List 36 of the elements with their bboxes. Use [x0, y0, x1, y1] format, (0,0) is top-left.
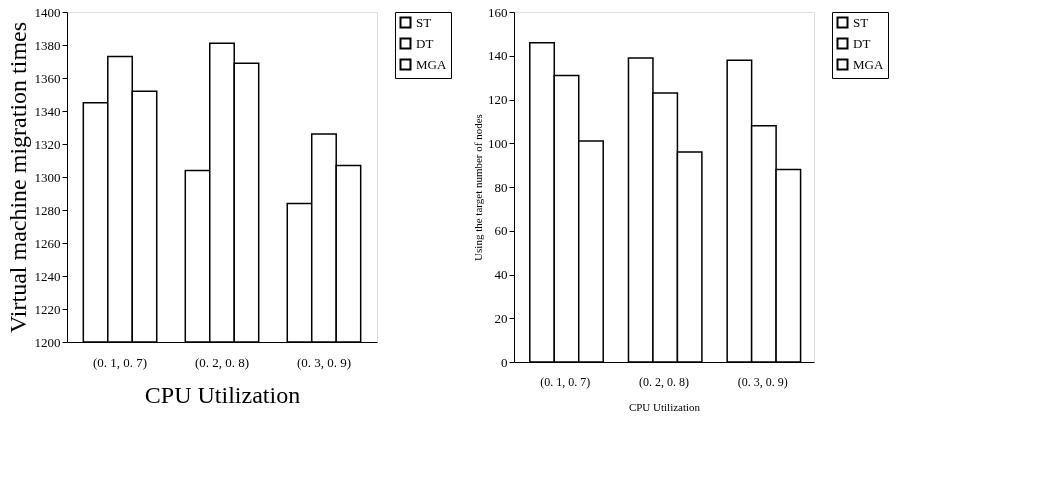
- legend-label: DT: [853, 35, 871, 51]
- legend-label: ST: [416, 14, 432, 30]
- y-axis-title: Using the target number of nodes: [472, 114, 484, 261]
- x-tick-label: (0. 3, 0. 9): [296, 354, 352, 370]
- legend-label: ST: [853, 14, 869, 30]
- legend-label: DT: [416, 35, 434, 51]
- y-tick-label: 1240: [34, 268, 61, 284]
- legend-label: MGA: [416, 56, 447, 72]
- y-tick-label: 1320: [34, 136, 61, 152]
- y-tick-label: 120: [488, 92, 508, 107]
- y-tick-label: 1300: [34, 169, 61, 185]
- x-tick-label: (0. 1, 0. 7): [92, 354, 148, 370]
- x-tick-label: (0. 3, 0. 9): [737, 374, 788, 389]
- y-tick-label: 1340: [34, 103, 61, 119]
- y-tick-label: 20: [494, 310, 508, 326]
- x-tick-label: (0. 1, 0. 7): [540, 374, 591, 389]
- x-tick-label: (0. 2, 0. 8): [194, 354, 250, 370]
- y-tick-label: 160: [488, 4, 508, 20]
- y-tick-label: 60: [494, 223, 508, 239]
- y-tick-label: 1220: [34, 301, 61, 317]
- y-tick-label: 40: [494, 267, 508, 282]
- x-axis-title: CPU Utilization: [144, 381, 301, 408]
- y-tick-label: 1200: [34, 334, 61, 350]
- y-tick-label: 1380: [34, 37, 61, 53]
- y-axis-title: Virtual machine migration times: [4, 21, 31, 334]
- legend-label: MGA: [853, 56, 884, 72]
- y-tick-label: 1280: [34, 202, 61, 218]
- y-tick-label: 140: [488, 48, 508, 64]
- y-tick-label: 100: [488, 135, 508, 151]
- y-tick-label: 1400: [34, 4, 61, 20]
- x-tick-label: (0. 2, 0. 8): [639, 374, 689, 389]
- x-axis-title: CPU Utilization: [628, 400, 701, 413]
- y-tick-label: 80: [494, 179, 508, 195]
- y-tick-label: 0: [501, 354, 508, 370]
- y-tick-label: 1260: [34, 235, 61, 251]
- y-tick-label: 1360: [34, 70, 61, 86]
